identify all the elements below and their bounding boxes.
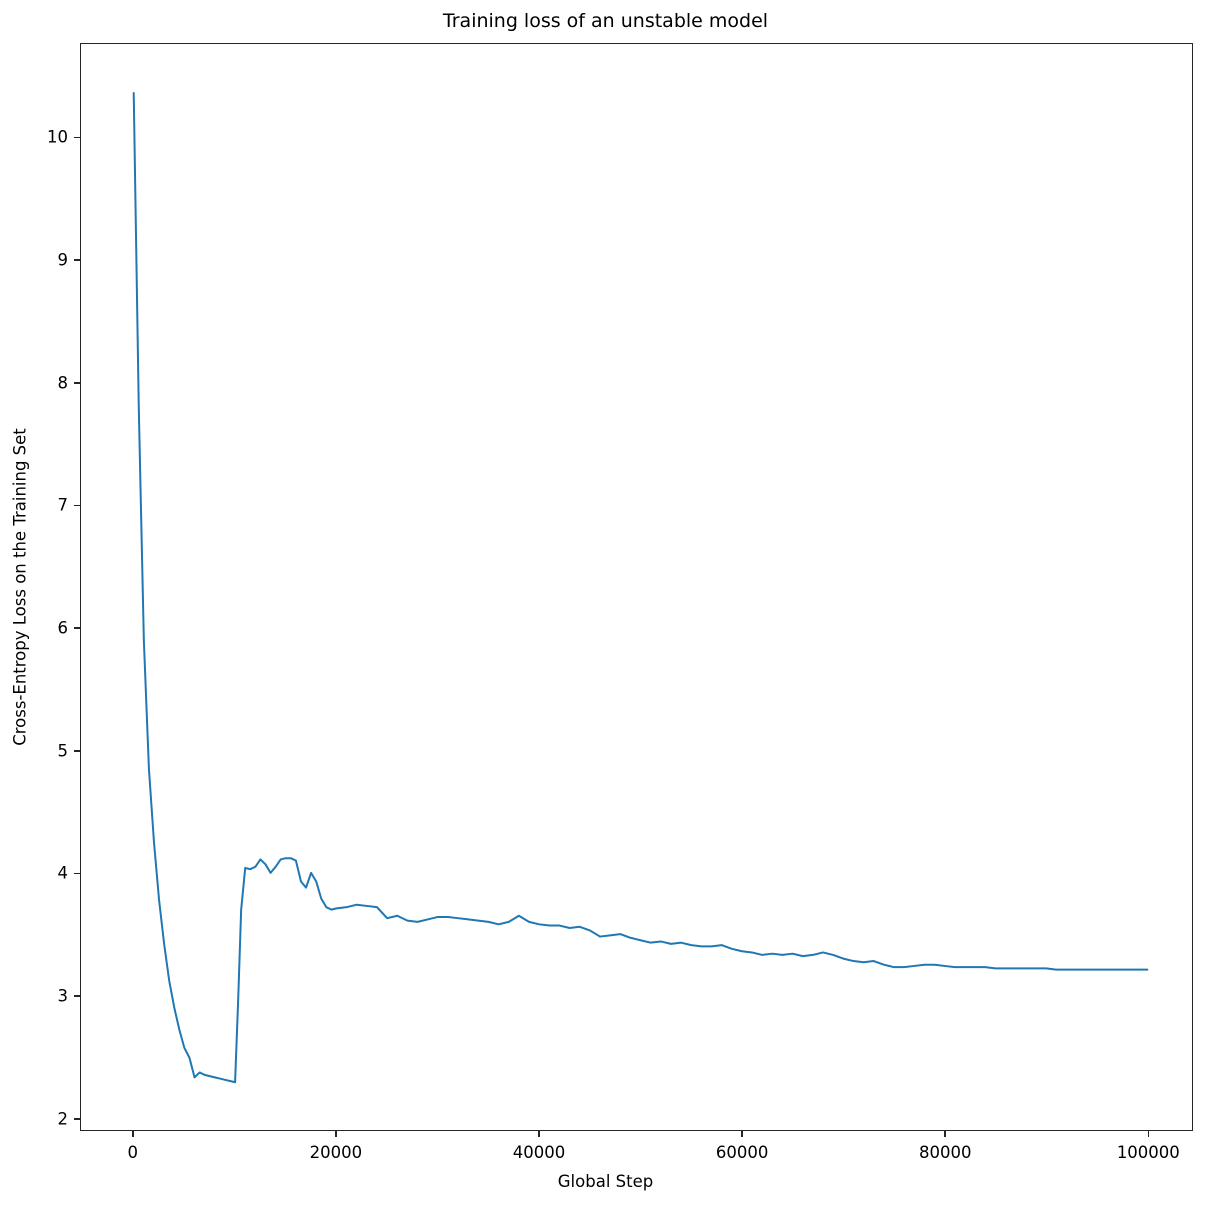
x-axis-tick-mark — [944, 1131, 946, 1137]
x-axis-tick-label: 60000 — [715, 1143, 769, 1162]
x-axis-tick-label: 40000 — [512, 1143, 566, 1162]
y-axis-tick-label: 2 — [57, 1109, 69, 1129]
x-axis-tick-mark — [538, 1131, 540, 1137]
y-axis-tick-mark — [74, 504, 80, 507]
y-axis-label-container: Cross-Entropy Loss on the Training Set — [8, 43, 32, 1131]
y-axis-tick-label: 5 — [57, 741, 69, 761]
y-axis-tick-label: 6 — [57, 618, 69, 638]
y-axis-tick-label: 10 — [47, 127, 68, 147]
x-axis-tick-label: 80000 — [918, 1143, 972, 1162]
y-axis-tick-mark — [74, 381, 80, 384]
line-series-svg — [132, 91, 1149, 1084]
x-axis-tick-label: 0 — [127, 1143, 139, 1162]
x-axis-tick-label: 20000 — [309, 1143, 363, 1162]
y-axis-tick-label: 9 — [57, 250, 69, 270]
x-axis-tick-mark — [1147, 1131, 1150, 1137]
y-axis-tick-label: 3 — [57, 986, 69, 1006]
y-axis-tick-mark — [74, 995, 80, 997]
y-axis-tick-mark — [74, 136, 80, 139]
y-axis-tick-mark — [74, 627, 80, 629]
x-axis-tick-mark — [132, 1131, 134, 1137]
x-axis-tick-mark — [335, 1131, 337, 1137]
x-axis-label: Global Step — [557, 1172, 654, 1191]
chart-title: Training loss of an unstable model — [442, 10, 769, 32]
y-axis-tick-mark — [74, 749, 80, 752]
y-axis-tick-label: 7 — [57, 495, 69, 515]
y-axis-tick-label: 4 — [57, 863, 69, 883]
plot-area — [80, 43, 1193, 1131]
x-axis-tick-label: 100000 — [1116, 1143, 1180, 1162]
y-axis-tick-mark — [74, 1117, 80, 1120]
y-axis-tick-mark — [74, 259, 80, 261]
x-axis-tick-mark — [741, 1131, 743, 1137]
y-axis-label: Cross-Entropy Loss on the Training Set — [10, 428, 30, 746]
y-axis-tick-label: 8 — [57, 373, 69, 393]
y-axis-tick-mark — [74, 872, 80, 875]
training-loss-line — [132, 91, 1149, 1084]
